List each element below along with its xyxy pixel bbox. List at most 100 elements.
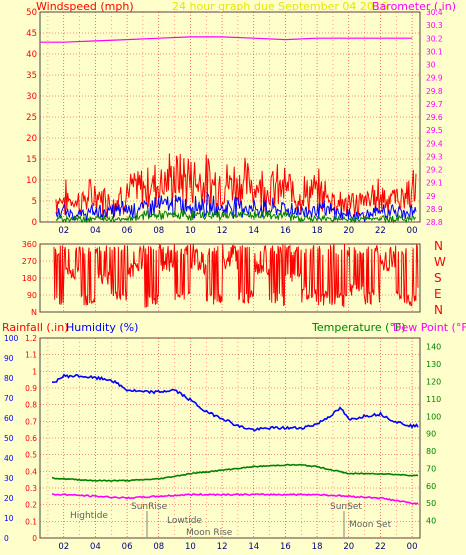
bot-x-tick-label: 02 xyxy=(58,542,69,552)
rain-tick-label: 0 xyxy=(32,534,37,543)
dir-tick-label: N xyxy=(31,308,37,317)
top-right-tick-label: 29.2 xyxy=(426,166,443,175)
chart-title: 24 hour graph due September 04 2016 xyxy=(172,0,388,13)
rain-tick-label: 0.1 xyxy=(25,517,37,526)
humidity-series-line xyxy=(52,373,419,432)
rain-tick-label: 0.4 xyxy=(25,467,37,476)
top-right-tick-label: 28.8 xyxy=(426,218,443,227)
bot-x-tick-label: 10 xyxy=(185,542,196,552)
top-right-tick-label: 29.4 xyxy=(426,139,443,148)
humidity-tick-label: 50 xyxy=(4,434,14,443)
top-right-tick-label: 30.3 xyxy=(426,21,443,30)
dir-tick-label: 360 xyxy=(22,240,37,249)
top-x-tick-label: 10 xyxy=(185,226,196,236)
rain-tick-label: 0.7 xyxy=(25,417,37,426)
top-right-tick-label: 30.4 xyxy=(426,8,443,17)
humidity-tick-label: 80 xyxy=(4,374,14,383)
top-right-tick-label: 29.3 xyxy=(426,152,443,161)
annotation-sunset: SunSet xyxy=(330,502,362,512)
bot-x-tick-label: 12 xyxy=(217,542,228,552)
temperature-tick-label: 100 xyxy=(426,412,441,421)
temperature-tick-label: 40 xyxy=(426,517,436,526)
direction-label-n-bottom: N xyxy=(434,303,443,317)
top-right-tick-label: 29.8 xyxy=(426,87,443,96)
bot-x-tick-label: 04 xyxy=(90,542,101,552)
top-left-tick-label: 5 xyxy=(32,197,37,207)
temperature-axis-label: Temperature (°F) xyxy=(311,321,406,334)
humidity-axis-label: Humidity (%) xyxy=(66,321,138,334)
top-x-tick-label: 08 xyxy=(153,226,164,236)
bot-x-tick-label: 14 xyxy=(248,542,259,552)
annotation-moonset: Moon Set xyxy=(349,520,392,530)
top-right-axis-label: Barometer (.in) xyxy=(372,0,456,13)
top-right-tick-label: 29.9 xyxy=(426,74,443,83)
top-left-tick-label: 10 xyxy=(26,176,37,186)
rain-tick-label: 0.8 xyxy=(25,401,37,410)
dewpoint-series-line xyxy=(51,492,419,505)
top-left-tick-label: 0 xyxy=(32,218,37,228)
direction-label-n-top: N xyxy=(434,239,443,253)
top-x-tick-label: 02 xyxy=(58,226,69,236)
top-left-tick-label: 35 xyxy=(26,71,37,81)
rain-tick-label: 0.2 xyxy=(25,501,37,510)
rain-tick-label: 0.5 xyxy=(25,451,37,460)
bot-x-tick-label: 16 xyxy=(280,542,291,552)
top-right-tick-label: 29.7 xyxy=(426,100,443,109)
rain-tick-label: 0.3 xyxy=(25,484,37,493)
temperature-tick-label: 60 xyxy=(426,482,436,491)
temperature-tick-label: 90 xyxy=(426,430,436,439)
top-right-tick-label: 30 xyxy=(426,61,436,70)
temperature-tick-label: 70 xyxy=(426,464,436,473)
rain-tick-label: 0.9 xyxy=(25,384,37,393)
temperature-tick-label: 50 xyxy=(426,499,436,508)
dir-tick-label: 270 xyxy=(22,257,37,266)
direction-label-w: W xyxy=(434,255,446,269)
top-x-tick-label: 14 xyxy=(248,226,259,236)
bot-x-tick-label: 18 xyxy=(312,542,323,552)
rain-tick-label: 1 xyxy=(32,367,37,376)
rain-tick-label: 1.1 xyxy=(25,351,37,360)
humidity-tick-label: 20 xyxy=(4,494,14,503)
top-right-tick-label: 29.1 xyxy=(426,179,443,188)
top-x-tick-label: 06 xyxy=(122,226,133,236)
annotation-moonrise: Moon Rise xyxy=(186,528,233,538)
bot-x-tick-label: 06 xyxy=(122,542,133,552)
dir-tick-label: 180 xyxy=(22,274,37,283)
top-x-tick-label: 04 xyxy=(90,226,101,236)
top-right-tick-label: 30.2 xyxy=(426,34,443,43)
humidity-tick-label: 60 xyxy=(4,414,14,423)
bot-x-tick-label: 22 xyxy=(375,542,386,552)
humidity-tick-label: 40 xyxy=(4,454,14,463)
annotation-hightide: Hightide xyxy=(70,511,108,521)
top-left-tick-label: 15 xyxy=(26,155,37,165)
annotation-lowtide: Lowtide xyxy=(167,516,202,526)
top-left-axis-label: Windspeed (mph) xyxy=(36,0,134,13)
top-right-tick-label: 30.1 xyxy=(426,47,443,56)
barometer-series-line xyxy=(40,36,413,43)
top-x-tick-label: 12 xyxy=(217,226,228,236)
direction-label-e: E xyxy=(434,287,442,301)
rain-tick-label: 0.6 xyxy=(25,434,37,443)
series-layer xyxy=(40,36,419,505)
top-x-tick-label: 16 xyxy=(280,226,291,236)
axis-layer: 02 04 06 08 10 12 14 16 18 20 22 0 0 0 5 10 15 20 25 30 35 40… xyxy=(4,8,443,552)
top-left-tick-label: 20 xyxy=(26,134,37,144)
dewpoint-axis-label: Dew Point (°F) xyxy=(393,321,466,334)
humidity-tick-label: 10 xyxy=(4,514,14,523)
temperature-tick-label: 130 xyxy=(426,360,441,369)
temperature-tick-label: 120 xyxy=(426,377,441,386)
temperature-tick-label: 140 xyxy=(426,343,441,352)
top-x-tick-label: 20 xyxy=(343,226,354,236)
top-left-tick-label: 45 xyxy=(26,29,37,39)
top-left-tick-label: 25 xyxy=(26,113,37,123)
annotation-sunrise: SunRise xyxy=(131,502,168,512)
bot-x-tick-label: 20 xyxy=(343,542,354,552)
temperature-tick-label: 110 xyxy=(426,395,441,404)
direction-label-s: S xyxy=(434,271,442,285)
bot-x-tick-label: 08 xyxy=(153,542,164,552)
rainfall-axis-label: Rainfall (.in) xyxy=(2,321,69,334)
humidity-tick-label: 0 xyxy=(4,534,9,543)
top-right-tick-label: 29.6 xyxy=(426,113,443,122)
wind-series-line xyxy=(55,209,417,224)
